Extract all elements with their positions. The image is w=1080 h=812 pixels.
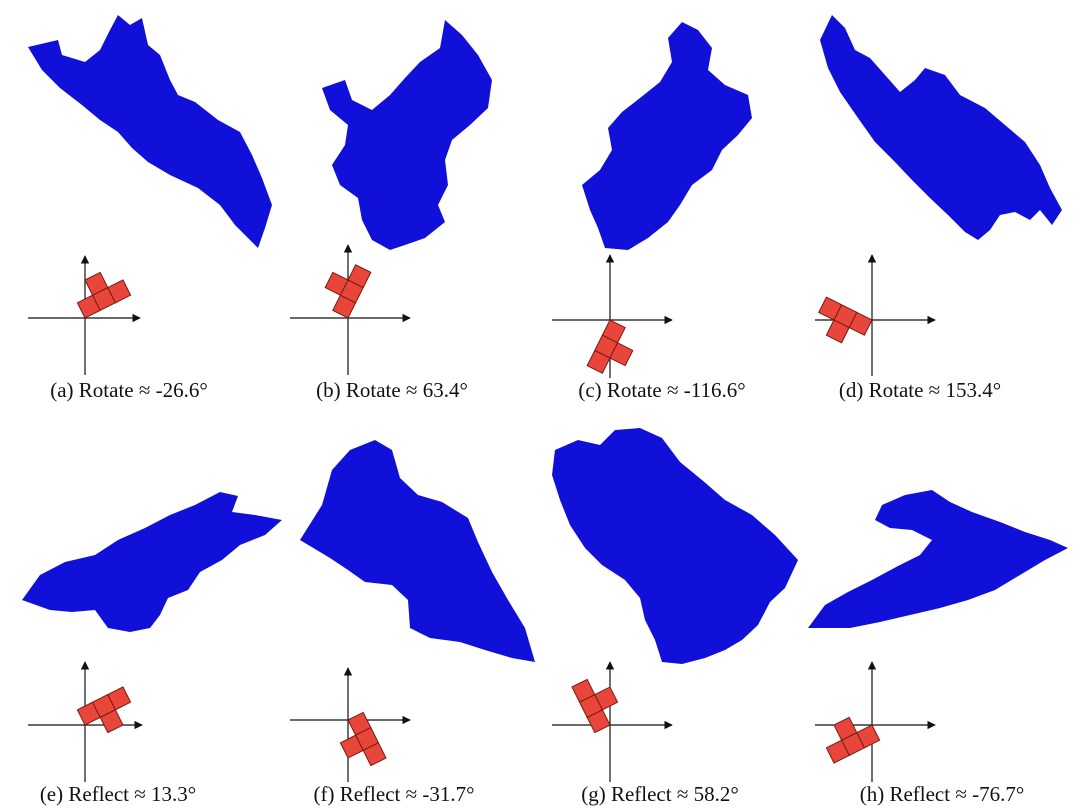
caption-b: (b) Rotate ≈ 63.4° <box>316 378 468 402</box>
tromino-tile-h <box>825 716 881 764</box>
fractal-shape-c <box>582 22 752 250</box>
tromino-tile-f <box>339 711 387 767</box>
fractal-shape-b <box>322 20 492 250</box>
tromino-tile-d <box>818 296 873 344</box>
fractal-shape-d <box>820 15 1062 240</box>
panel-b: (b) Rotate ≈ 63.4° <box>290 20 492 402</box>
fractal-shape-a <box>28 15 272 248</box>
tromino-tile-b <box>324 264 372 319</box>
caption-a: (a) Rotate ≈ -26.6° <box>50 378 208 402</box>
panel-d: (d) Rotate ≈ 153.4° <box>815 15 1062 402</box>
axes-h <box>815 661 936 782</box>
panel-f: (f) Reflect ≈ -31.7° <box>290 440 535 806</box>
caption-c: (c) Rotate ≈ -116.6° <box>578 378 745 402</box>
axes-g <box>552 661 673 782</box>
tromino-tile-c <box>586 319 634 374</box>
panel-e: (e) Reflect ≈ 13.3° <box>22 492 282 806</box>
caption-h: (h) Reflect ≈ -76.7° <box>860 782 1025 806</box>
panel-g: (g) Reflect ≈ 58.2° <box>552 428 798 806</box>
fractal-shape-e <box>22 492 282 632</box>
caption-g: (g) Reflect ≈ 58.2° <box>581 782 739 806</box>
panel-a: (a) Rotate ≈ -26.6° <box>28 15 272 402</box>
caption-d: (d) Rotate ≈ 153.4° <box>839 378 1001 402</box>
caption-f: (f) Reflect ≈ -31.7° <box>313 782 474 806</box>
fractal-shape-g <box>552 428 798 664</box>
tromino-tile-g <box>571 678 619 734</box>
panel-h: (h) Reflect ≈ -76.7° <box>808 490 1068 806</box>
tromino-tile-a <box>76 271 132 319</box>
fractal-shape-f <box>300 440 535 662</box>
fractal-shape-h <box>808 490 1068 628</box>
caption-e: (e) Reflect ≈ 13.3° <box>40 782 196 806</box>
panel-c: (c) Rotate ≈ -116.6° <box>552 22 752 402</box>
tromino-tile-e <box>76 686 132 734</box>
